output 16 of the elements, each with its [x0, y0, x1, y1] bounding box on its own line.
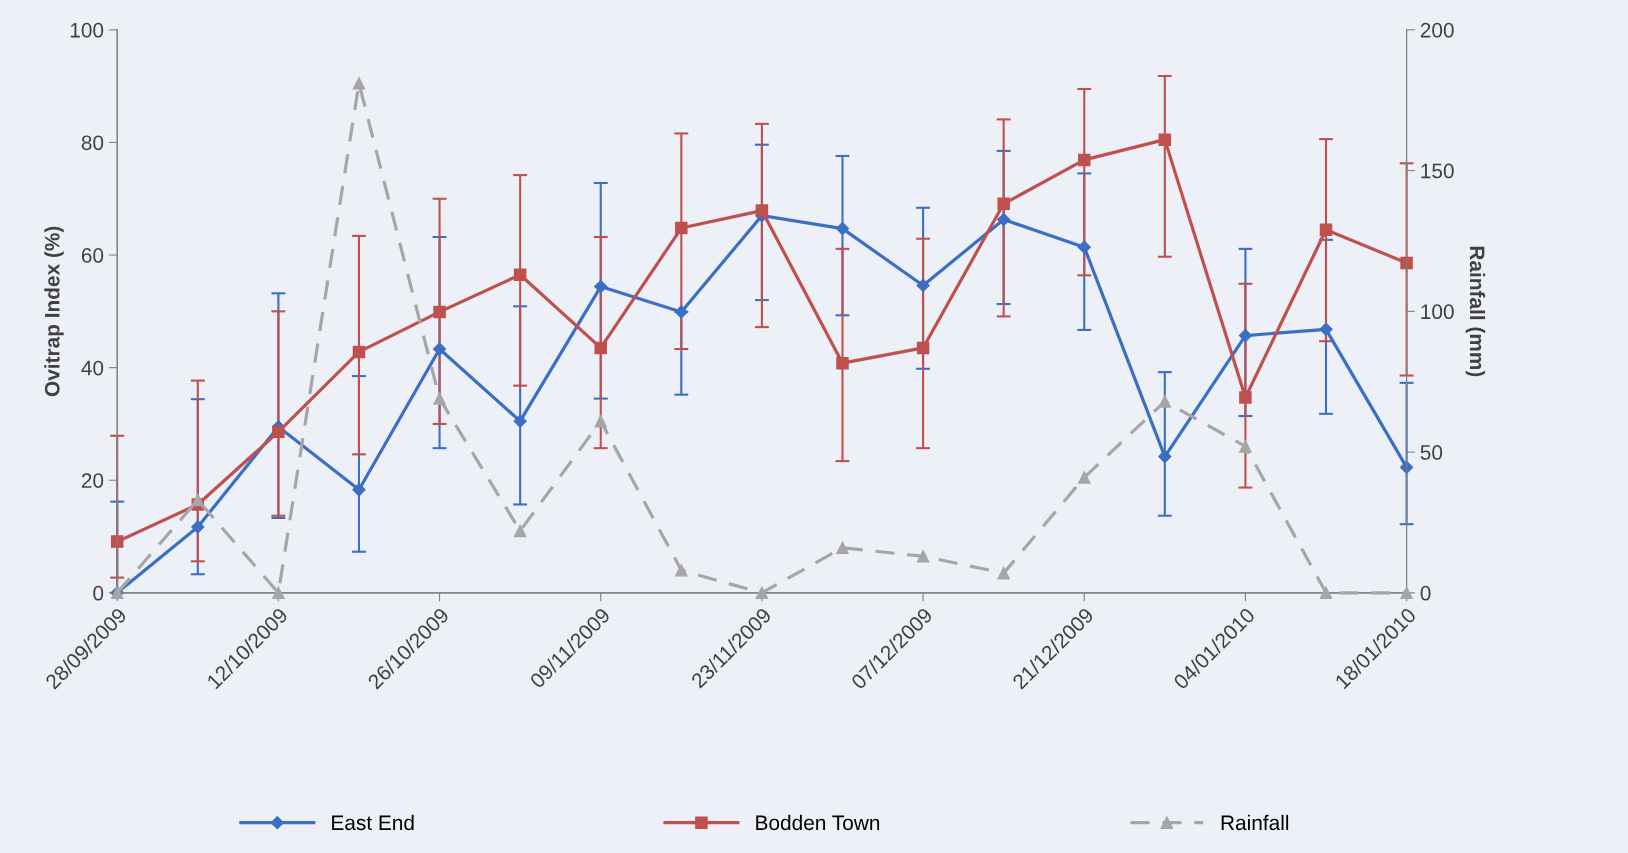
y2-tick-label: 100 — [1421, 304, 1454, 320]
legend-label: Rainfall — [1221, 814, 1289, 831]
y2-tick-label: 200 — [1420, 22, 1454, 38]
y2-tick-label: 150 — [1421, 163, 1454, 179]
y2-axis-title: Rainfall (mm) — [1465, 246, 1486, 377]
legend-label: East End — [332, 814, 414, 831]
y2-tick-label: 0 — [1420, 585, 1431, 601]
y-tick-label: 20 — [81, 473, 104, 488]
y-axis-title: Ovitrap Index (%) — [44, 226, 64, 397]
y-tick-label: 40 — [81, 360, 104, 376]
legend-label: Bodden Town — [756, 814, 880, 831]
y-tick-label: 80 — [81, 135, 104, 151]
y-tick-label: 100 — [70, 22, 104, 38]
y2-tick-label: 50 — [1420, 445, 1443, 460]
y-tick-label: 60 — [81, 248, 104, 263]
y-tick-label: 0 — [93, 585, 104, 601]
